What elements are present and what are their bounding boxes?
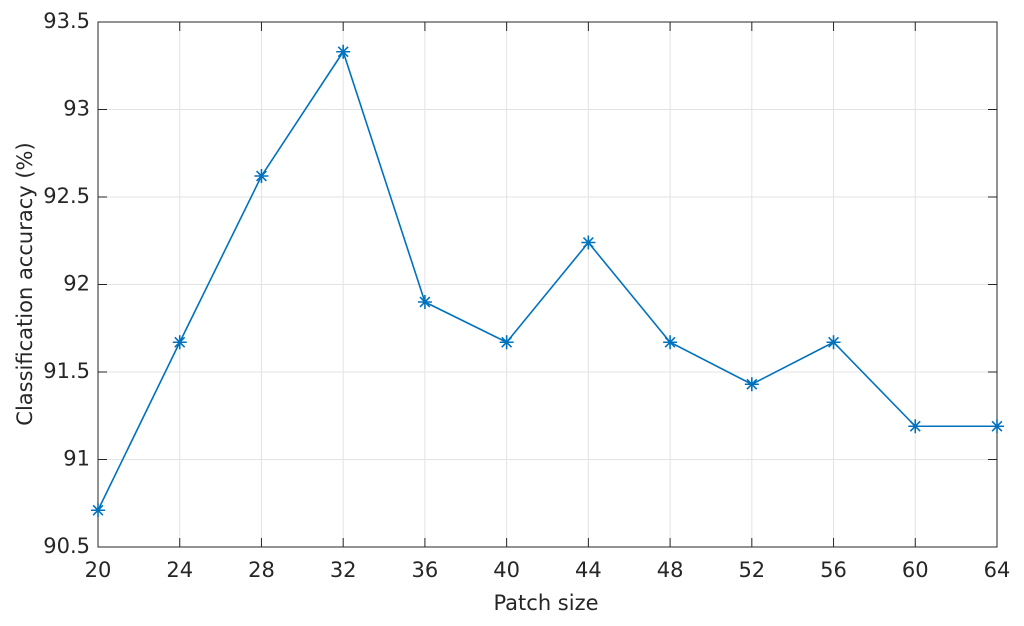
axes-box <box>97 21 998 548</box>
x-tick-label: 20 <box>85 558 112 582</box>
x-tick-label: 44 <box>575 558 602 582</box>
data-marker <box>499 335 514 350</box>
x-tick-label: 28 <box>248 558 275 582</box>
data-marker <box>172 335 187 350</box>
y-tick-label: 91 <box>63 447 90 471</box>
x-tick-label: 40 <box>493 558 520 582</box>
data-line <box>97 49 997 511</box>
data-marker <box>663 335 678 350</box>
x-tick-label: 64 <box>984 558 1011 582</box>
x-tick-label: 32 <box>330 558 357 582</box>
x-tick-label: 48 <box>657 558 684 582</box>
y-tick-label: 92.5 <box>43 184 90 208</box>
x-tick-label: 24 <box>166 558 193 582</box>
data-marker <box>744 377 759 392</box>
x-tick-label: 56 <box>820 558 847 582</box>
data-marker <box>581 235 596 250</box>
y-tick-label: 90.5 <box>43 534 90 558</box>
y-tick-label: 92 <box>63 272 90 296</box>
y-tick-label: 91.5 <box>43 359 90 383</box>
x-axis-label: Patch size <box>493 591 598 615</box>
x-tick-label: 60 <box>902 558 929 582</box>
x-tick-label: 36 <box>412 558 439 582</box>
data-marker <box>908 419 923 434</box>
data-marker <box>990 419 1004 434</box>
y-tick-label: 93.5 <box>43 9 90 33</box>
x-tick-label: 52 <box>738 558 765 582</box>
y-tick-label: 93 <box>63 97 90 121</box>
data-marker <box>826 335 841 350</box>
y-axis-label: Classification accuracy (%) <box>13 142 37 425</box>
data-marker <box>91 503 105 518</box>
data-marker <box>254 169 269 183</box>
data-marker <box>336 44 351 59</box>
data-marker <box>417 295 432 309</box>
